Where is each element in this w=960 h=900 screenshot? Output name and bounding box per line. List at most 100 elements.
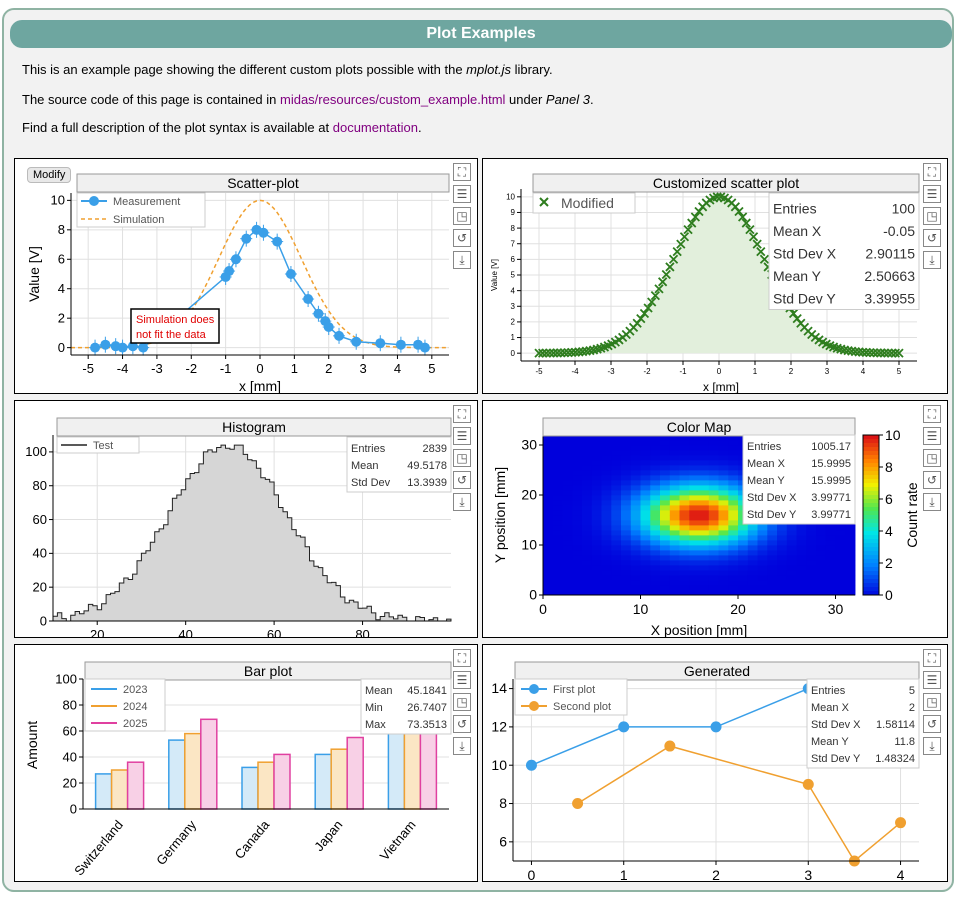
download-icon[interactable]: ⤓ bbox=[923, 737, 941, 755]
data-point bbox=[894, 348, 904, 358]
heatmap-cell bbox=[572, 465, 583, 471]
reset-icon[interactable]: ↺ bbox=[453, 715, 471, 733]
heatmap-cell bbox=[708, 470, 719, 476]
x-tick-label: 4 bbox=[861, 367, 866, 376]
download-image-icon[interactable]: ◳ bbox=[923, 693, 941, 711]
reset-icon[interactable]: ↺ bbox=[453, 229, 471, 247]
heatmap-cell bbox=[806, 550, 817, 556]
menu-icon[interactable]: ☰ bbox=[923, 427, 941, 445]
reset-icon[interactable]: ↺ bbox=[453, 471, 471, 489]
reset-icon[interactable]: ↺ bbox=[923, 229, 941, 247]
colorbar-segment bbox=[863, 511, 879, 516]
heatmap-cell bbox=[669, 515, 680, 521]
heatmap-cell bbox=[669, 470, 680, 476]
heatmap-cell bbox=[679, 475, 690, 481]
menu-icon[interactable]: ☰ bbox=[453, 427, 471, 445]
download-image-icon[interactable]: ◳ bbox=[453, 449, 471, 467]
fullscreen-icon[interactable]: ⛶ bbox=[453, 163, 471, 181]
fullscreen-icon[interactable]: ⛶ bbox=[923, 163, 941, 181]
colorbar-tick-label: 4 bbox=[885, 523, 893, 539]
download-icon[interactable]: ⤓ bbox=[453, 493, 471, 511]
heatmap-cell bbox=[679, 525, 690, 531]
heatmap-cell bbox=[708, 540, 719, 546]
heatmap-cell bbox=[835, 585, 846, 591]
x-tick-label: -5 bbox=[82, 361, 94, 376]
measurement-point bbox=[258, 227, 269, 238]
heatmap-cell bbox=[552, 520, 563, 526]
modify-button[interactable]: Modify bbox=[27, 167, 72, 183]
menu-icon[interactable]: ☰ bbox=[923, 185, 941, 203]
heatmap-cell bbox=[718, 545, 729, 551]
fullscreen-icon[interactable]: ⛶ bbox=[923, 405, 941, 423]
heatmap-cell bbox=[660, 445, 671, 451]
data-point bbox=[683, 225, 693, 235]
download-image-icon[interactable]: ◳ bbox=[453, 207, 471, 225]
menu-icon[interactable]: ☰ bbox=[923, 671, 941, 689]
heatmap-cell bbox=[660, 535, 671, 541]
heatmap-cell bbox=[728, 555, 739, 561]
fullscreen-icon[interactable]: ⛶ bbox=[923, 649, 941, 667]
heatmap-cell bbox=[543, 435, 554, 441]
heatmap-cell bbox=[728, 535, 739, 541]
fullscreen-icon[interactable]: ⛶ bbox=[453, 405, 471, 423]
heatmap-cell bbox=[543, 585, 554, 591]
heatmap-cell bbox=[679, 500, 690, 506]
heatmap-cell bbox=[708, 510, 719, 516]
colorbar-segment bbox=[863, 579, 879, 584]
heatmap-cell bbox=[601, 505, 612, 511]
y-tick-label: 8 bbox=[58, 222, 65, 237]
heatmap-cell bbox=[757, 545, 768, 551]
download-icon[interactable]: ⤓ bbox=[923, 251, 941, 269]
intro-text: . bbox=[590, 92, 594, 107]
download-image-icon[interactable]: ◳ bbox=[923, 449, 941, 467]
heatmap-cell bbox=[718, 495, 729, 501]
source-file-link[interactable]: midas/resources/custom_example.html bbox=[280, 92, 506, 107]
bar bbox=[168, 739, 186, 810]
download-icon[interactable]: ⤓ bbox=[923, 493, 941, 511]
download-image-icon[interactable]: ◳ bbox=[453, 693, 471, 711]
stats-box bbox=[806, 678, 920, 769]
heatmap-cell bbox=[650, 435, 661, 441]
heatmap-cell bbox=[660, 490, 671, 496]
heatmap-cell bbox=[806, 555, 817, 561]
colorbar-segment bbox=[863, 483, 879, 488]
x-tick-label: 5 bbox=[428, 361, 435, 376]
bar bbox=[241, 766, 259, 810]
heatmap-cell bbox=[630, 440, 641, 446]
heatmap-cell bbox=[582, 505, 593, 511]
documentation-link[interactable]: documentation bbox=[332, 120, 419, 135]
heatmap-cell bbox=[601, 530, 612, 536]
heatmap-cell bbox=[650, 510, 661, 516]
heatmap-cell bbox=[611, 495, 622, 501]
heatmap-cell bbox=[708, 550, 719, 556]
heatmap-cell bbox=[845, 570, 856, 576]
colorbar-segment bbox=[863, 455, 879, 460]
heatmap-cell bbox=[660, 435, 671, 441]
heatmap-cell bbox=[757, 565, 768, 571]
heatmap-cell bbox=[611, 485, 622, 491]
heatmap-cell bbox=[777, 560, 788, 566]
download-image-icon[interactable]: ◳ bbox=[923, 207, 941, 225]
menu-icon[interactable]: ☰ bbox=[453, 671, 471, 689]
heatmap-cell bbox=[552, 560, 563, 566]
reset-icon[interactable]: ↺ bbox=[923, 715, 941, 733]
heatmap-cell bbox=[845, 545, 856, 551]
heatmap-cell bbox=[796, 535, 807, 541]
heatmap-cell bbox=[689, 535, 700, 541]
reset-icon[interactable]: ↺ bbox=[923, 471, 941, 489]
fullscreen-icon[interactable]: ⛶ bbox=[453, 649, 471, 667]
menu-icon[interactable]: ☰ bbox=[453, 185, 471, 203]
heatmap-cell bbox=[650, 515, 661, 521]
heatmap-cell bbox=[728, 570, 739, 576]
heatmap-cell bbox=[601, 525, 612, 531]
intro-line-2: The source code of this page is containe… bbox=[22, 92, 594, 107]
download-icon[interactable]: ⤓ bbox=[453, 737, 471, 755]
heatmap-cell bbox=[845, 525, 856, 531]
download-icon[interactable]: ⤓ bbox=[453, 251, 471, 269]
stats-value: 26.7407 bbox=[407, 702, 447, 714]
heatmap-cell bbox=[601, 565, 612, 571]
heatmap-cell bbox=[562, 455, 573, 461]
heatmap-cell bbox=[699, 545, 710, 551]
measurement-point bbox=[375, 338, 386, 349]
x-tick-label: -2 bbox=[185, 361, 197, 376]
